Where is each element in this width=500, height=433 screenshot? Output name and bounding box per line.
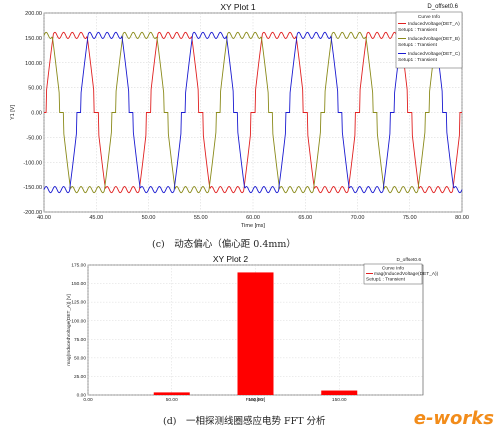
y-tick-label: 200.00 [25, 11, 42, 17]
y-tick-label: 125.00 [71, 300, 86, 306]
legend-entry: mag(InducedVoltage(DET_A)) [374, 271, 439, 277]
bar-1 [153, 392, 190, 395]
chart-title: XY Plot 1 [220, 2, 256, 12]
x-axis-label: Freq [Hz] [246, 397, 266, 403]
x-tick-label: 55.00 [194, 215, 208, 221]
x-tick-label: 50.00 [142, 215, 156, 221]
caption-c: (c) 动态偏心（偏心距 0.4mm） [152, 239, 296, 250]
legend-setup: Setup1 : Transient [398, 42, 438, 48]
legend-setup: Setup1 : Transient [398, 27, 438, 33]
y-tick-label: 100.00 [71, 318, 86, 324]
y-tick-label: 50.00 [28, 86, 42, 92]
annotation: D_offset0.6 [427, 4, 458, 10]
y-tick-label: 0.00 [77, 393, 87, 399]
legend-title: Curve Info [418, 14, 440, 20]
y-tick-label: 50.00 [74, 355, 86, 361]
x-tick-label: 0.00 [83, 397, 93, 403]
x-tick-label: 45.00 [89, 215, 103, 221]
legend-entry: InducedVoltage(DET_C) [408, 51, 460, 57]
y-axis-label: Y1 [V] [10, 105, 16, 120]
y-axis-label: mag(InducedVoltage(DET_A)) [V] [66, 294, 72, 365]
caption-d: (d) 一相探测线圈感应电势 FFT 分析 [163, 416, 326, 427]
series-line-2 [43, 31, 463, 194]
bar-2 [237, 272, 274, 395]
annotation: D_offset0.6 [397, 257, 422, 263]
y-tick-label: 150.00 [71, 281, 86, 287]
legend-title: Curve Info [382, 266, 404, 272]
legend-box [363, 263, 423, 285]
y-tick-label: -50.00 [26, 135, 42, 141]
y-tick-label: -150.00 [23, 185, 42, 191]
legend-setup: Setup1 : Transient [398, 57, 438, 63]
x-tick-label: 70.00 [351, 215, 365, 221]
x-tick-label: 65.00 [298, 215, 312, 221]
y-tick-label: 175.00 [71, 263, 86, 269]
xy-plot-1: 200.00 150.00 100.00 50.00 0.00 -50.00 -100.00… [10, 2, 469, 229]
y-tick-label: 100.00 [25, 61, 42, 67]
y-tick-label: 75.00 [74, 337, 86, 343]
y-tick-label: 150.00 [25, 36, 42, 42]
x-tick-label: 60.00 [246, 215, 260, 221]
legend-entry: InducedVoltage(DET_A) [408, 21, 460, 27]
legend-setup: Setup1 : Transient [366, 277, 406, 283]
x-tick-label: 75.00 [403, 215, 417, 221]
x-tick-label: 80.00 [455, 215, 469, 221]
bar-3 [321, 390, 358, 395]
x-tick-label: 50.00 [166, 397, 178, 403]
chart-title: XY Plot 2 [213, 254, 249, 264]
y-tick-label: 25.00 [74, 374, 86, 380]
x-axis-label: Time [ms] [241, 223, 265, 229]
series-line-1 [44, 31, 462, 194]
xy-plot-2: 175.00 150.00 125.00 100.00 75.00 50.00 25.00 0… [66, 254, 439, 403]
y-tick-label: -100.00 [23, 160, 42, 166]
x-tick-label: 150.00 [332, 397, 347, 403]
legend-box [395, 11, 463, 69]
y-tick-label: -200.00 [23, 210, 42, 216]
legend: Curve Infomag(InducedVoltage(DET_A))Setu… [363, 263, 439, 285]
x-tick-label: 40.00 [37, 215, 51, 221]
y-tick-label: 0.00 [31, 111, 42, 117]
e-works-logo: e-works [413, 408, 494, 429]
x-tick-label: 100.00 [248, 397, 263, 403]
series-line-3 [43, 31, 463, 194]
legend-entry: InducedVoltage(DET_B) [408, 36, 460, 42]
